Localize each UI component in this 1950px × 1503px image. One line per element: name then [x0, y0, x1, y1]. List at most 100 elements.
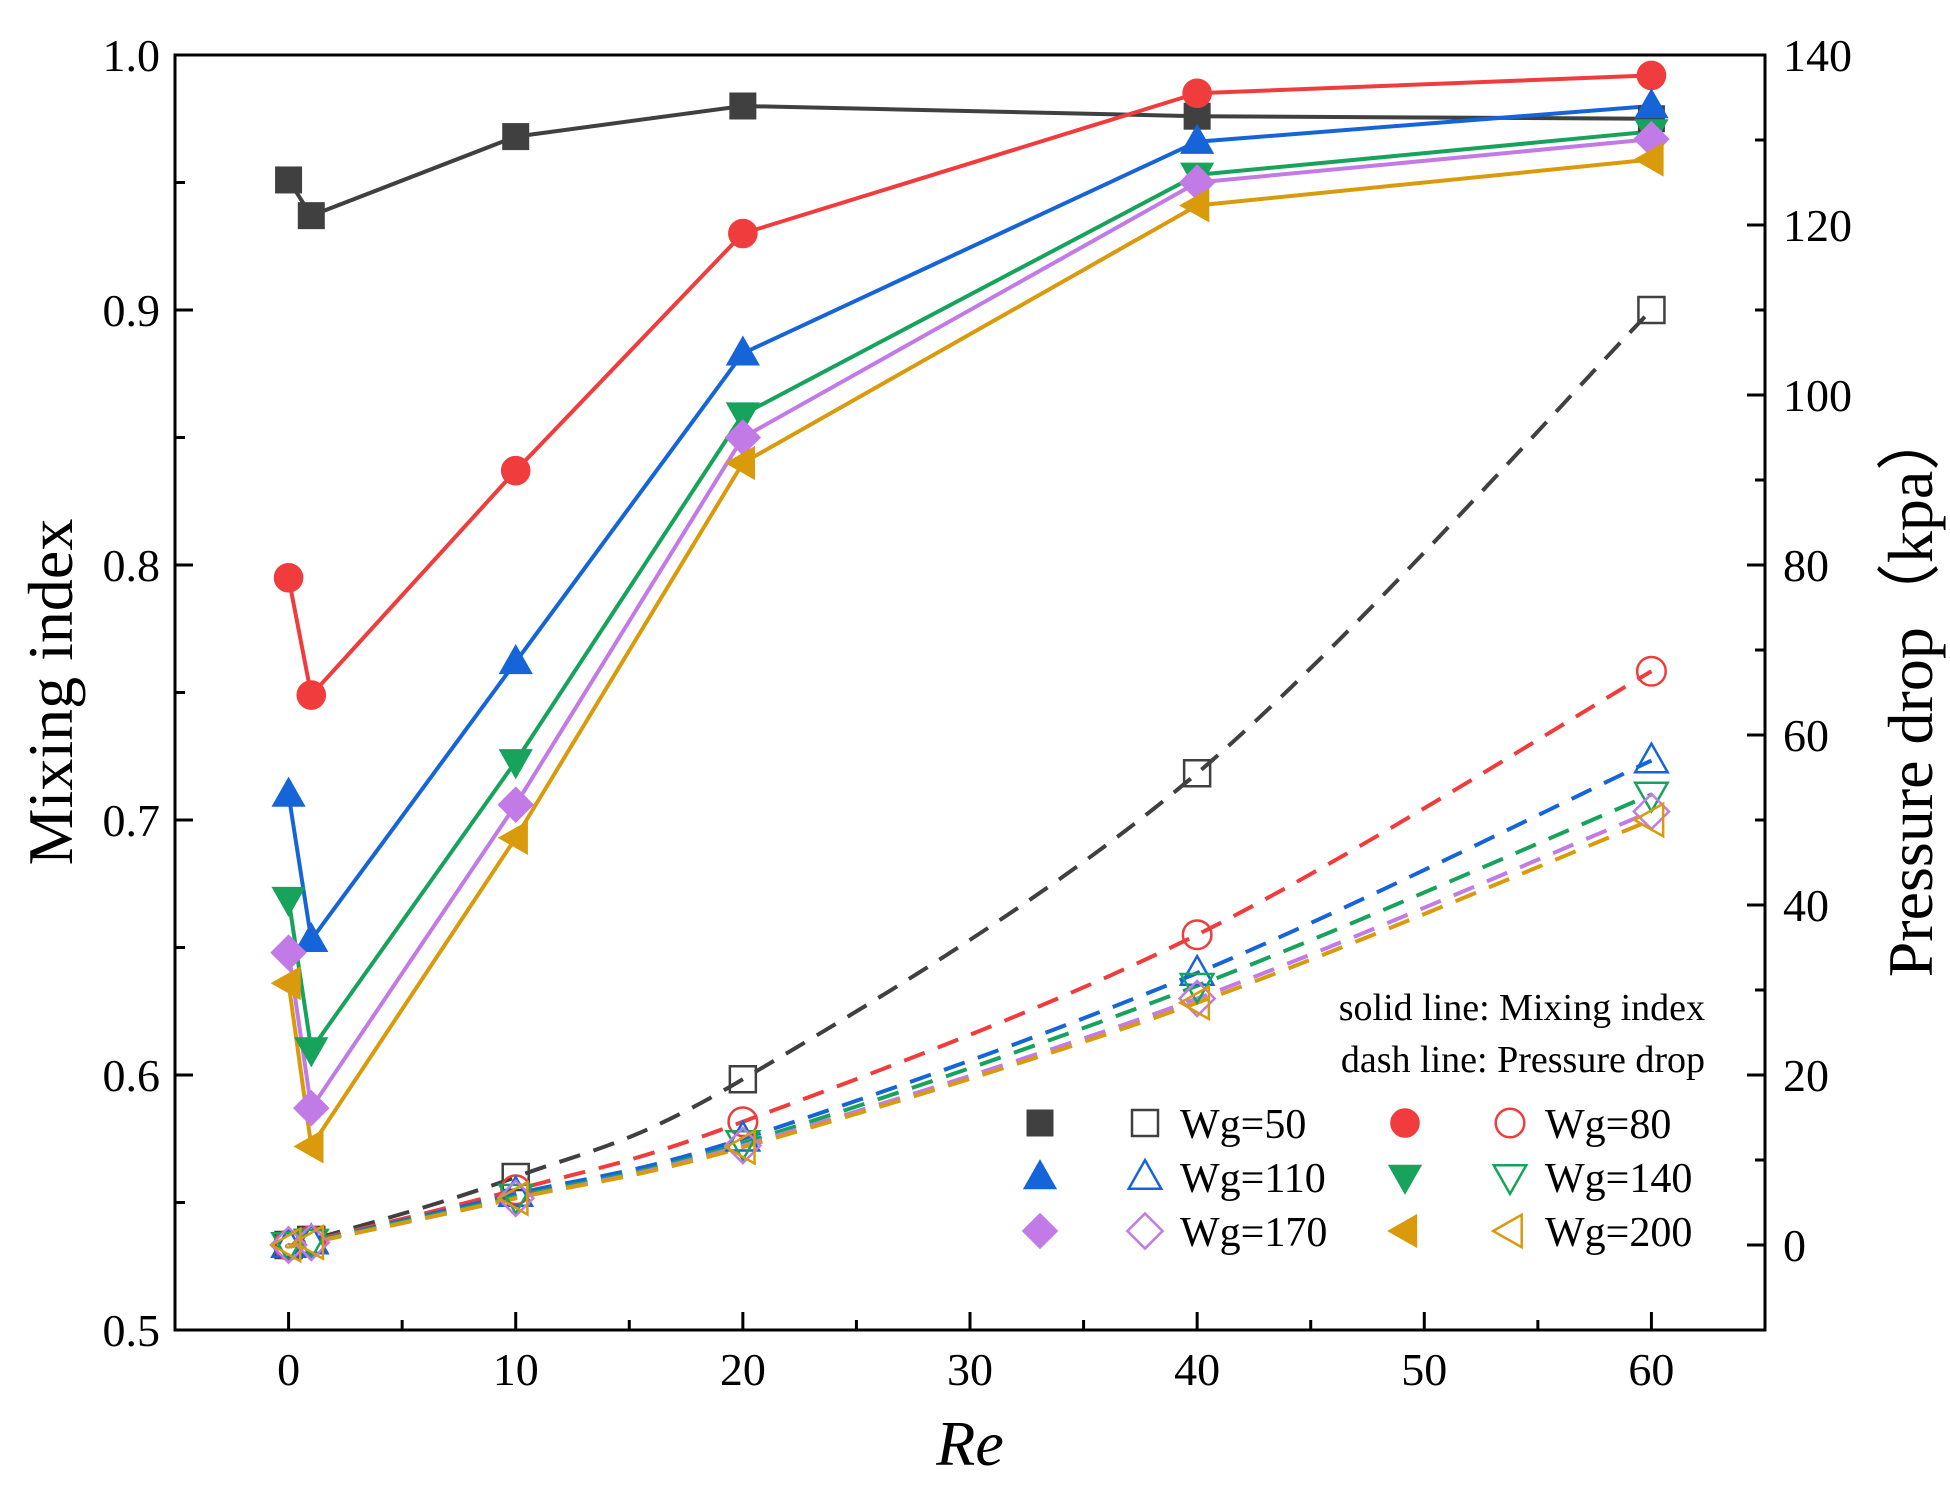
y-tick-label: 0.6 — [103, 1050, 161, 1101]
pressure-line-wg-50 — [285, 308, 1653, 1249]
legend-label: Wg=80 — [1545, 1102, 1671, 1148]
mixing-point-wg-170 — [724, 419, 762, 456]
pressure-point-wg-140 — [497, 1183, 535, 1216]
mixing-point-wg-200 — [270, 966, 301, 1001]
x-axis-title: Re — [935, 1408, 1004, 1479]
mixing-point-wg-50 — [502, 123, 530, 151]
mixing-point-wg-140 — [271, 886, 306, 917]
pressure-point-wg-200 — [1631, 801, 1665, 839]
legend-hollow-marker — [1130, 1108, 1160, 1138]
legend-label: Wg=50 — [1180, 1102, 1306, 1148]
legend-hollow-marker — [1125, 1211, 1165, 1251]
y2-tick-label: 140 — [1783, 30, 1852, 81]
y2-axis-title: Pressure drop（kpa） — [1875, 407, 1946, 978]
legend-filled-marker — [1390, 1108, 1420, 1138]
mixing-point-wg-200 — [1179, 188, 1210, 223]
mixing-line-wg-80 — [286, 73, 1652, 700]
pressure-point-wg-140 — [270, 1232, 307, 1265]
pressure-point-wg-140 — [292, 1228, 330, 1262]
mixing-point-wg-140 — [294, 1037, 329, 1068]
mixing-line-wg-140 — [286, 129, 1652, 1055]
pressure-point-wg-50 — [274, 1230, 303, 1260]
mixing-point-wg-170 — [497, 786, 534, 823]
y2-tick-label: 100 — [1783, 370, 1852, 421]
mixing-point-wg-140 — [725, 402, 760, 433]
mixing-point-wg-110 — [1634, 88, 1669, 119]
mixing-point-wg-200 — [724, 445, 756, 481]
pressure-point-wg-200 — [496, 1179, 529, 1217]
pressure-point-wg-80 — [1635, 655, 1667, 687]
mixing-point-wg-200 — [293, 1129, 324, 1164]
y2-tick-label: 80 — [1783, 540, 1829, 591]
x-tick-label: 30 — [947, 1344, 993, 1395]
x-tick-label: 40 — [1174, 1344, 1220, 1395]
mixing-point-wg-80 — [296, 680, 327, 710]
y2-tick-label: 0 — [1783, 1220, 1806, 1271]
legend-hollow-marker — [1126, 1157, 1164, 1190]
pressure-point-wg-200 — [1177, 984, 1211, 1022]
note-dash-line: dash line: Pressure drop — [1341, 1039, 1705, 1081]
legend-filled-marker — [1022, 1159, 1058, 1190]
mixing-point-wg-170 — [293, 1089, 330, 1127]
mixing-point-wg-80 — [500, 455, 531, 486]
pressure-point-wg-50 — [728, 1065, 758, 1094]
mixing-point-wg-200 — [497, 820, 528, 855]
mixing-point-wg-200 — [1633, 142, 1664, 177]
pressure-point-wg-80 — [1181, 919, 1213, 951]
mixing-point-wg-110 — [1180, 123, 1215, 154]
note-solid-line: solid line: Mixing index — [1339, 987, 1705, 1029]
pressure-point-wg-110 — [497, 1174, 535, 1207]
y2-tick-label: 20 — [1783, 1050, 1829, 1101]
legend-label: Wg=110 — [1180, 1156, 1326, 1202]
mixing-point-wg-170 — [270, 934, 307, 971]
x-tick-label: 20 — [720, 1344, 766, 1395]
y-tick-label: 0.5 — [103, 1305, 161, 1356]
mixing-point-wg-50 — [297, 202, 325, 230]
mixing-line-wg-110 — [286, 104, 1652, 945]
y-tick-label: 1.0 — [103, 30, 161, 81]
mixing-point-wg-50 — [275, 166, 303, 194]
mixing-point-wg-110 — [725, 335, 760, 366]
x-tick-label: 0 — [277, 1344, 300, 1395]
legend-filled-marker — [1026, 1109, 1054, 1137]
pressure-point-wg-140 — [724, 1130, 762, 1163]
pressure-point-wg-200 — [291, 1224, 325, 1261]
pressure-point-wg-140 — [1633, 781, 1670, 814]
mixing-point-wg-80 — [728, 218, 758, 249]
pressure-point-wg-110 — [1178, 953, 1216, 986]
mixing-point-wg-80 — [1636, 60, 1667, 91]
mixing-point-wg-80 — [1182, 78, 1212, 109]
legend-label: Wg=140 — [1545, 1156, 1692, 1202]
y-axis-title: Mixing index — [15, 519, 86, 866]
legend-filled-marker — [1387, 1164, 1423, 1195]
y2-tick-label: 120 — [1783, 200, 1852, 251]
legend-hollow-marker — [1490, 1212, 1523, 1250]
pressure-point-wg-110 — [1633, 741, 1670, 774]
y2-tick-label: 40 — [1783, 880, 1829, 931]
legend-label: Wg=170 — [1180, 1210, 1327, 1256]
pressure-point-wg-50 — [1182, 759, 1212, 788]
mixing-point-wg-50 — [729, 92, 757, 120]
legend-hollow-marker — [1491, 1164, 1529, 1197]
y2-tick-label: 60 — [1783, 710, 1829, 761]
pressure-point-wg-80 — [727, 1106, 759, 1138]
x-tick-label: 60 — [1628, 1344, 1674, 1395]
y-tick-label: 0.9 — [103, 285, 161, 336]
y-tick-label: 0.7 — [103, 795, 161, 846]
legend: Wg=50 Wg=80 Wg=110 Wg=140 Wg=170 Wg=200 — [1021, 1102, 1692, 1256]
legend-filled-marker — [1021, 1212, 1059, 1250]
legend-filled-marker — [1387, 1213, 1418, 1249]
pressure-point-wg-200 — [723, 1128, 756, 1166]
mixing-point-wg-110 — [271, 776, 306, 807]
mixing-point-wg-80 — [273, 562, 304, 593]
pressure-line-wg-80 — [285, 669, 1653, 1249]
x-tick-label: 50 — [1401, 1344, 1447, 1395]
legend-label: Wg=200 — [1545, 1210, 1692, 1256]
x-tick-label: 10 — [493, 1344, 539, 1395]
pressure-line-wg-200 — [285, 818, 1653, 1249]
mixing-point-wg-110 — [498, 643, 533, 675]
legend-hollow-marker — [1494, 1107, 1526, 1139]
pressure-point-wg-50 — [1637, 295, 1666, 325]
mixing-line-wg-170 — [286, 137, 1652, 1114]
